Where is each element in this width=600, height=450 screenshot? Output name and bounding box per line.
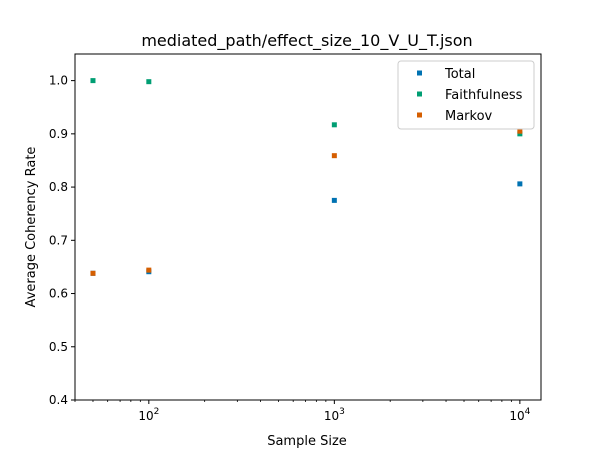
- legend-marker: [417, 91, 422, 97]
- legend: Total Faithfulness Markov: [397, 60, 535, 130]
- y-tick-label: 1.0: [49, 74, 68, 88]
- y-tick-label: 0.9: [49, 127, 68, 141]
- y-tick-label: 0.4: [49, 393, 68, 407]
- x-tick-label: 102: [138, 407, 159, 423]
- legend-label: Total: [444, 67, 475, 82]
- y-tick-label: 0.7: [49, 233, 68, 247]
- x-tick-label: 104: [509, 407, 530, 423]
- point-faithfulness: [517, 131, 523, 137]
- point-markov: [146, 267, 152, 273]
- plot-area-frame: [74, 53, 542, 401]
- y-tick-label: 0.6: [49, 287, 68, 301]
- point-faithfulness: [90, 78, 96, 84]
- point-markov: [90, 270, 96, 276]
- point-total: [331, 197, 337, 203]
- point-markov: [331, 153, 337, 159]
- y-tick-label: 0.5: [49, 340, 68, 354]
- x-tick-label: 103: [324, 407, 345, 423]
- point-markov: [517, 128, 523, 134]
- legend-label: Faithfulness: [445, 88, 523, 103]
- legend-marker: [417, 112, 422, 118]
- y-tick-label: 0.8: [49, 180, 68, 194]
- x-axis: 102 103 104: [74, 400, 531, 423]
- data-points: [90, 78, 523, 276]
- point-faithfulness: [146, 79, 152, 85]
- chart-title: mediated_path/effect_size_10_V_U_T.json: [141, 31, 472, 51]
- x-axis-label: Sample Size: [267, 434, 347, 449]
- legend-label: Markov: [445, 109, 493, 124]
- point-faithfulness: [331, 122, 337, 128]
- point-total: [517, 181, 523, 187]
- y-axis-label: Average Coherency Rate: [24, 147, 39, 308]
- legend-marker: [417, 70, 422, 76]
- legend-box: [397, 60, 535, 130]
- y-axis: 0.4 0.5 0.6 0.7 0.8 0.9 1.0: [49, 74, 75, 407]
